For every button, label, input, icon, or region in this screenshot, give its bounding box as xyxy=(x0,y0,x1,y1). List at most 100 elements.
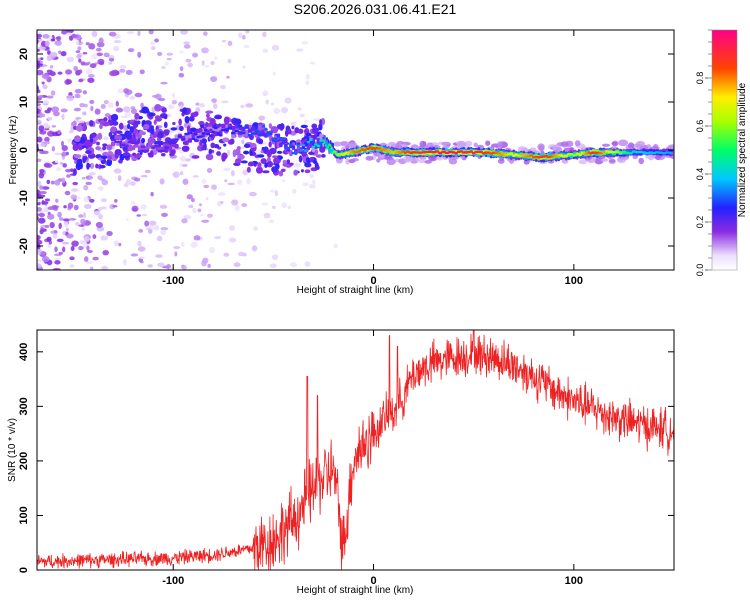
spectrogram-noise-point xyxy=(166,57,172,61)
spectrogram-noise-point xyxy=(219,85,226,90)
spectrogram-noise-point xyxy=(44,40,50,47)
spectrogram-ridge-cell xyxy=(286,146,291,150)
spectrogram-ridge-cell xyxy=(444,151,450,154)
spectrogram-noise-point xyxy=(203,31,208,36)
spectrogram-noise-point xyxy=(100,178,106,182)
spectrogram-cluster-point xyxy=(141,106,149,114)
spectrogram-noise-point xyxy=(193,235,201,241)
spectrogram-noise-point xyxy=(160,81,168,85)
spectrogram-halo-point xyxy=(628,142,635,150)
spectrogram-cluster-point xyxy=(210,142,216,149)
spectrogram-noise-point xyxy=(78,69,83,74)
spectrogram-cluster-point xyxy=(122,152,130,157)
spectrogram-noise-point xyxy=(299,113,305,118)
spectrogram-ridge-cell xyxy=(311,145,316,149)
colorbar-tick-label: 0.2 xyxy=(695,216,705,229)
spectrogram-noise-point xyxy=(182,163,188,167)
spectrogram-noise-point xyxy=(180,242,185,247)
spectrogram-noise-point xyxy=(70,194,78,200)
spectrogram-noise-point xyxy=(265,99,269,105)
spectrogram-noise-point xyxy=(123,259,127,266)
spectrogram-noise-point xyxy=(311,179,316,185)
spectrogram-noise-point xyxy=(100,206,107,210)
spectrogram-cluster-point xyxy=(206,113,210,118)
spectrogram-noise-point xyxy=(37,259,42,263)
spectrogram-noise-point xyxy=(78,224,85,227)
spectrogram-ridge-cell xyxy=(140,145,146,148)
spectrogram-ridge-cell xyxy=(204,128,208,132)
spectrogram-noise-point xyxy=(97,207,102,212)
spectrogram-ridge-cell xyxy=(184,132,189,136)
spectrogram-noise-point xyxy=(171,99,178,105)
spectrogram-ridge-cell xyxy=(299,149,303,152)
spectrogram-ridge-cell xyxy=(137,150,142,153)
spectrogram-halo-point xyxy=(345,158,350,165)
spectrogram-cluster-point xyxy=(154,131,159,135)
spectrogram-noise-point xyxy=(183,44,191,49)
snr-ytick-label: 400 xyxy=(18,343,30,361)
spectrogram-cluster-point xyxy=(148,112,154,117)
spectrogram-cluster-point xyxy=(282,159,288,164)
spectrogram-noise-point xyxy=(44,198,51,202)
spectrogram-noise-point xyxy=(69,264,75,268)
spectrogram-noise-point xyxy=(138,256,146,259)
spectrogram-noise-point xyxy=(201,60,205,66)
spectrogram-ridge-cell xyxy=(564,154,569,158)
spectrogram-noise-point xyxy=(192,52,199,58)
spectrogram-noise-point xyxy=(179,50,184,54)
spectrogram-noise-point xyxy=(112,205,118,208)
spectrogram-noise-point xyxy=(40,57,44,60)
snr-xlabel: Height of straight line (km) xyxy=(297,585,414,596)
spectrogram-xtick-label: -100 xyxy=(162,275,184,287)
spectrogram-ridge-cell xyxy=(154,144,159,148)
spectrogram-cluster-point xyxy=(178,118,182,126)
spectrogram-noise-point xyxy=(154,224,159,231)
spectrogram-noise-point xyxy=(41,200,45,205)
spectrogram-noise-point xyxy=(86,245,90,251)
spectrogram-cluster-point xyxy=(85,150,92,155)
spectrogram-ytick-label: -20 xyxy=(18,238,30,254)
spectrogram-noise-point xyxy=(304,261,311,268)
spectrogram-ridge-cell xyxy=(448,150,453,154)
spectrogram-noise-point xyxy=(221,40,227,43)
spectrogram-noise-point xyxy=(115,70,120,76)
spectrogram-cluster-point xyxy=(160,153,166,157)
spectrogram-cluster-point xyxy=(272,155,278,159)
spectrogram-noise-point xyxy=(83,196,89,203)
spectrogram-ridge-cell xyxy=(330,146,333,150)
spectrogram-ridge-cell xyxy=(641,151,647,154)
spectrogram-cluster-point xyxy=(243,143,251,148)
spectrogram-noise-point xyxy=(308,183,316,189)
spectrogram-ridge-cell xyxy=(130,145,136,151)
spectrogram-ridge-cell xyxy=(254,129,259,132)
spectrogram-ridge-cell xyxy=(184,140,189,145)
spectrogram-cluster-point xyxy=(82,156,86,164)
spectrogram-cluster-point xyxy=(266,160,274,168)
spectrogram-noise-point xyxy=(47,107,52,111)
spectrogram-ridge-cell xyxy=(648,151,653,154)
spectrogram-noise-point xyxy=(137,246,146,252)
spectrogram-ridge-cell xyxy=(261,125,266,128)
spectrogram-halo-point xyxy=(333,141,342,147)
spectrogram-noise-point xyxy=(263,212,271,219)
spectrogram-noise-point xyxy=(61,145,68,152)
spectrogram-noise-point xyxy=(197,208,202,213)
spectrogram-cluster-point xyxy=(111,113,119,122)
spectrogram-noise-point xyxy=(119,68,126,73)
spectrogram-noise-point xyxy=(90,105,94,112)
spectrogram-noise-point xyxy=(141,213,147,217)
spectrogram-cluster-point xyxy=(154,104,162,112)
spectrogram-noise-point xyxy=(221,100,229,104)
spectrogram-noise-point xyxy=(100,103,106,109)
spectrogram-noise-point xyxy=(127,31,135,34)
spectrogram-halo-point xyxy=(600,158,609,162)
spectrogram-noise-point xyxy=(51,106,60,113)
spectrogram-cluster-point xyxy=(125,131,133,140)
spectrogram-noise-point xyxy=(245,30,250,34)
spectrogram-noise-point xyxy=(272,71,276,76)
spectrogram-noise-point xyxy=(117,174,122,182)
spectrogram-ridge-cell xyxy=(625,151,630,155)
spectrogram-ridge-cell xyxy=(319,139,323,142)
spectrogram-noise-point xyxy=(152,94,159,98)
